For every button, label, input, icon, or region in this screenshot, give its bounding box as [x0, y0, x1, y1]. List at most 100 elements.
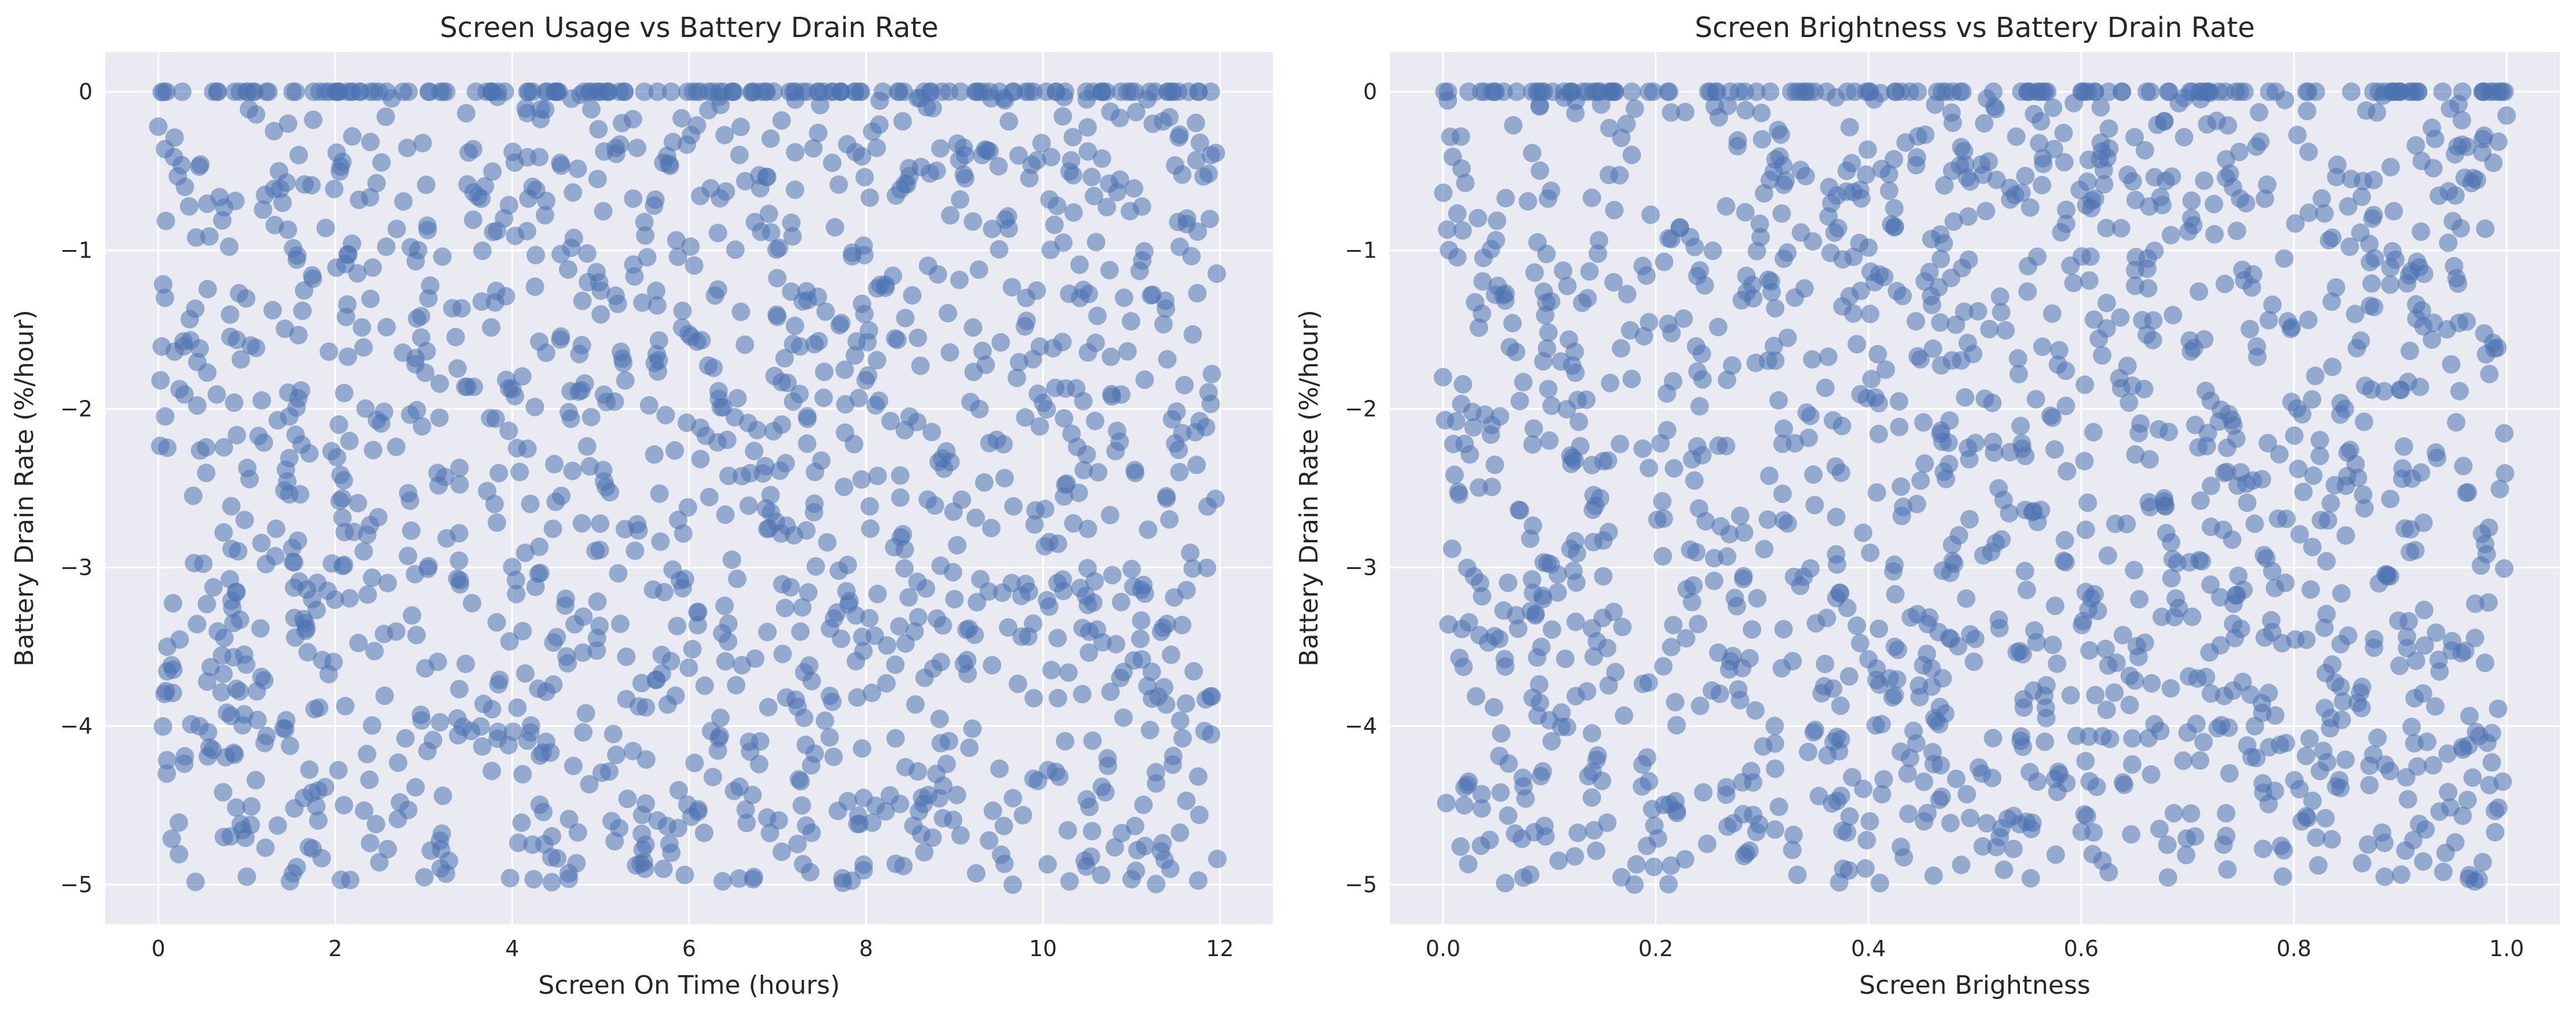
scatter-point [1736, 203, 1755, 222]
scatter-point [1827, 88, 1845, 107]
scatter-point [2143, 330, 2162, 350]
scatter-point [599, 762, 619, 781]
scatter-point [1931, 313, 1950, 332]
scatter-point [2217, 804, 2236, 823]
scatter-point [764, 422, 783, 441]
scatter-point [687, 116, 706, 135]
scatter-point [1566, 612, 1585, 631]
scatter-point [836, 395, 855, 414]
scatter-point [2058, 462, 2077, 481]
scatter-point [430, 374, 449, 393]
scatter-point [1892, 506, 1911, 526]
scatter-point [2342, 170, 2361, 189]
scatter-point [1817, 608, 1837, 627]
scatter-point [2085, 585, 2104, 604]
scatter-point [2412, 222, 2430, 241]
scatter-point [315, 778, 334, 796]
scatter-point [1470, 574, 1489, 593]
scatter-point [847, 606, 865, 625]
scatter-point [995, 469, 1014, 488]
scatter-point [1587, 751, 1606, 769]
scatter-point [1536, 306, 1555, 325]
scatter-point [2123, 755, 2142, 774]
scatter-point [1952, 855, 1971, 875]
scatter-point [233, 821, 252, 840]
x-tick-label: 0.6 [2064, 936, 2099, 961]
scatter-point [331, 465, 350, 484]
scatter-point [2034, 155, 2053, 174]
scatter-point [2007, 127, 2026, 146]
scatter-point [433, 247, 452, 266]
scatter-point [1472, 785, 1491, 804]
scatter-point [1964, 652, 1983, 671]
scatter-point [560, 810, 579, 829]
scatter-point [943, 563, 962, 582]
scatter-point [1723, 356, 1742, 375]
scatter-point [1935, 176, 1954, 195]
scatter-point [172, 156, 191, 175]
scatter-point [2196, 381, 2216, 401]
scatter-point [616, 520, 634, 539]
scatter-point [1161, 645, 1180, 664]
scatter-point [1485, 455, 1504, 475]
scatter-point [358, 585, 377, 604]
scatter-point [512, 813, 531, 832]
scatter-point [1870, 619, 1889, 638]
scatter-point [1931, 249, 1951, 269]
scatter-point [1521, 601, 1540, 620]
scatter-point [668, 616, 687, 635]
scatter-point [1718, 547, 1736, 566]
scatter-point [1960, 450, 1979, 469]
scatter-point [867, 351, 886, 370]
x-tick-label: 1.0 [2489, 936, 2524, 961]
scatter-point [338, 245, 357, 264]
scatter-point [574, 607, 593, 626]
scatter-point [1190, 806, 1209, 824]
scatter-point [881, 412, 900, 431]
scatter-point [1530, 97, 1549, 116]
scatter-point [198, 672, 217, 691]
scatter-point [285, 608, 304, 627]
scatter-point [1765, 717, 1784, 736]
scatter-point [1070, 255, 1089, 274]
scatter-point [1728, 137, 1747, 156]
scatter-point [2306, 366, 2325, 385]
scatter-point [1158, 82, 1177, 101]
scatter-point [783, 335, 803, 354]
scatter-point [1990, 619, 2009, 638]
scatter-point [487, 513, 506, 532]
scatter-point [1819, 207, 1838, 226]
scatter-point [647, 296, 667, 315]
scatter-point [724, 781, 744, 800]
scatter-point [2217, 150, 2236, 169]
scatter-point [225, 393, 244, 412]
scatter-point [1791, 223, 1810, 242]
scatter-point [551, 156, 571, 175]
scatter-point [649, 331, 668, 350]
scatter-point [2331, 394, 2350, 413]
scatter-point [685, 256, 704, 275]
scatter-point [650, 484, 669, 503]
scatter-point [197, 594, 216, 613]
scatter-point [2045, 440, 2064, 459]
scatter-point [683, 640, 702, 659]
scatter-point [2196, 667, 2216, 686]
scatter-point [1862, 370, 1881, 388]
scatter-point [855, 245, 874, 264]
scatter-point [1522, 570, 1541, 589]
scatter-point [2182, 191, 2201, 210]
scatter-point [632, 806, 652, 825]
scatter-point [2389, 82, 2408, 101]
scatter-point [2460, 707, 2479, 726]
scatter-point [1040, 190, 1059, 209]
scatter-point [207, 385, 226, 404]
scatter-point [852, 739, 871, 758]
scatter-point [2093, 346, 2112, 365]
scatter-point [1207, 264, 1226, 283]
scatter-point [975, 473, 994, 492]
scatter-point [951, 190, 970, 209]
scatter-point [1923, 339, 1942, 358]
x-tick-label: 0.8 [2276, 936, 2311, 961]
scatter-point [1079, 142, 1098, 161]
scatter-point [394, 192, 413, 211]
